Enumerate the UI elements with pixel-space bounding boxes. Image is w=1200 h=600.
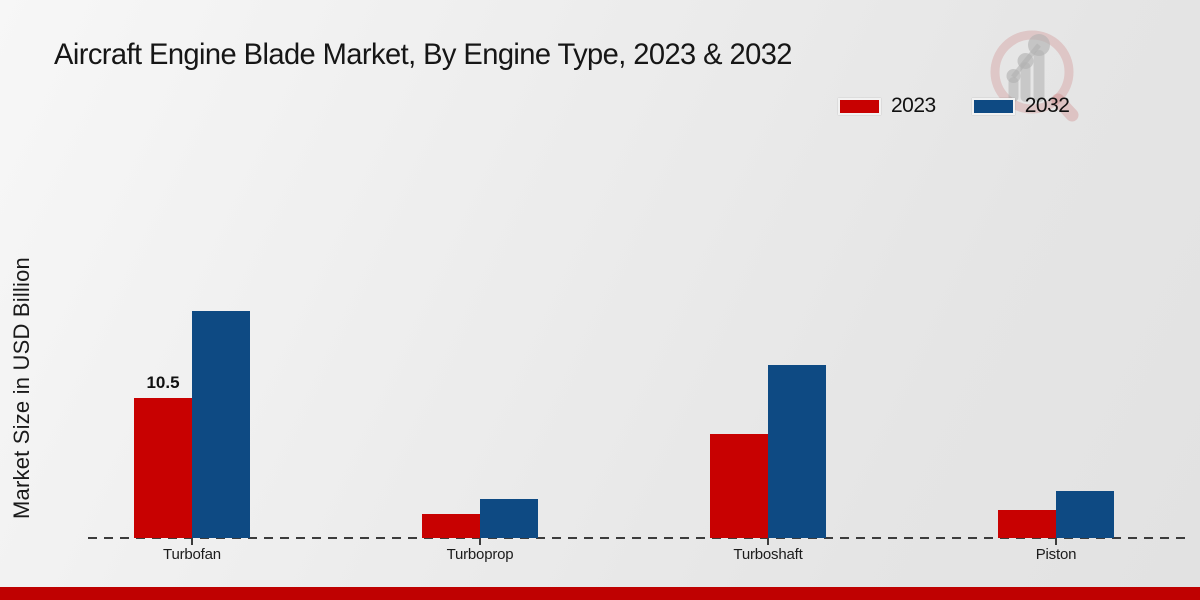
x-axis-category-label: Turbofan bbox=[163, 546, 221, 563]
magnifier-bar-chart-logo bbox=[990, 30, 1079, 122]
x-axis-category-label: Piston bbox=[1035, 546, 1077, 563]
legend-label-2032: 2032 bbox=[1024, 94, 1070, 117]
legend-item-2032: 2032 bbox=[971, 94, 1070, 118]
bar-2023-turboprop bbox=[422, 514, 480, 538]
x-axis-category-label: Turboprop bbox=[446, 546, 514, 563]
legend-swatch-2032 bbox=[971, 97, 1015, 115]
x-axis-tick bbox=[191, 538, 193, 545]
bar-2023-turboshaft bbox=[710, 434, 768, 538]
x-axis-tick bbox=[767, 538, 769, 545]
bar-2032-turboprop bbox=[480, 499, 538, 538]
bar-2032-turboshaft bbox=[768, 365, 826, 538]
bar-2032-turbofan bbox=[192, 311, 250, 538]
x-axis-tick bbox=[1055, 538, 1057, 545]
bar-2023-turbofan bbox=[134, 398, 192, 538]
bar-2032-piston bbox=[1056, 491, 1114, 538]
legend-swatch-2023 bbox=[838, 97, 881, 115]
bar-2023-piston bbox=[998, 510, 1056, 538]
legend: 2023 2032 bbox=[838, 94, 1070, 118]
bar-data-label: 10.5 bbox=[146, 373, 180, 392]
x-axis-category-label: Turboshaft bbox=[733, 546, 803, 563]
legend-label-2023: 2023 bbox=[891, 94, 936, 117]
zero-baseline-dashed bbox=[88, 537, 1190, 539]
x-axis-tick bbox=[479, 538, 481, 545]
chart-title: Aircraft Engine Blade Market, By Engine … bbox=[54, 38, 792, 71]
legend-item-2023: 2023 bbox=[838, 94, 936, 118]
footer-accent-strip bbox=[0, 587, 1200, 600]
